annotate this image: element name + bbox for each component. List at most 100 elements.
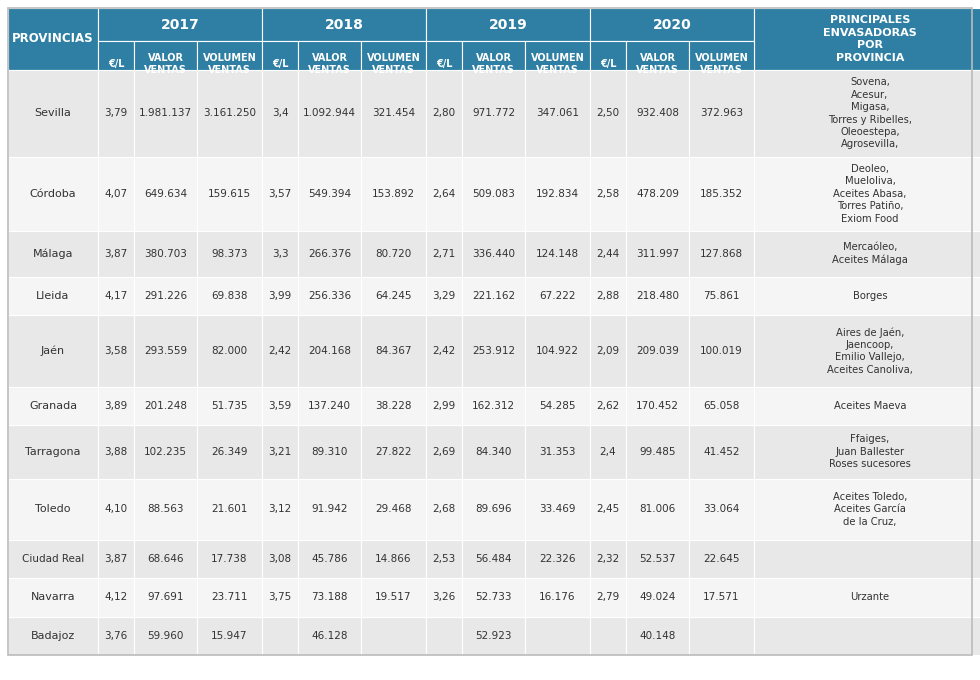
Bar: [134, 231, 197, 277]
Text: 97.691: 97.691: [147, 592, 184, 602]
Bar: [134, 540, 197, 578]
Bar: [626, 479, 689, 540]
Bar: [197, 387, 262, 425]
Bar: [590, 479, 626, 540]
Text: 52.733: 52.733: [475, 592, 512, 602]
Text: 98.373: 98.373: [212, 249, 248, 259]
Bar: [590, 425, 626, 479]
Text: 2,45: 2,45: [597, 505, 619, 514]
Bar: [361, 277, 426, 315]
Bar: [626, 425, 689, 479]
Bar: [8, 70, 98, 157]
Bar: [426, 578, 462, 617]
Text: 19.517: 19.517: [375, 592, 412, 602]
Text: 89.310: 89.310: [312, 447, 348, 457]
Text: 3,79: 3,79: [105, 108, 127, 118]
Text: 159.615: 159.615: [208, 189, 251, 199]
Bar: [426, 315, 462, 387]
Text: 23.711: 23.711: [212, 592, 248, 602]
Text: 88.563: 88.563: [147, 505, 184, 514]
Bar: [8, 387, 98, 425]
Text: PROVINCIAS: PROVINCIAS: [12, 33, 94, 46]
Text: 65.058: 65.058: [704, 401, 740, 411]
Bar: [361, 157, 426, 231]
Text: 201.248: 201.248: [144, 401, 187, 411]
Text: 41.452: 41.452: [704, 447, 740, 457]
Text: Tarragona: Tarragona: [25, 447, 80, 457]
Bar: [134, 157, 197, 231]
Text: 2,58: 2,58: [597, 189, 619, 199]
Bar: [689, 70, 754, 157]
Text: 2,88: 2,88: [597, 291, 619, 301]
Text: 137.240: 137.240: [308, 401, 351, 411]
Text: 3,87: 3,87: [105, 554, 127, 564]
Text: 40.148: 40.148: [639, 630, 675, 641]
Text: 3,4: 3,4: [271, 108, 288, 118]
Bar: [197, 70, 262, 157]
Text: Navarra: Navarra: [30, 592, 75, 602]
Text: 100.019: 100.019: [700, 346, 743, 356]
Bar: [262, 277, 298, 315]
Bar: [8, 479, 98, 540]
Text: Aceites Maeva: Aceites Maeva: [834, 401, 907, 411]
Text: 170.452: 170.452: [636, 401, 679, 411]
Text: 33.064: 33.064: [704, 505, 740, 514]
Text: 509.083: 509.083: [472, 189, 514, 199]
Text: 2,99: 2,99: [432, 401, 456, 411]
Text: 1.092.944: 1.092.944: [303, 108, 356, 118]
Text: Córdoba: Córdoba: [29, 189, 76, 199]
Bar: [262, 231, 298, 277]
Text: 162.312: 162.312: [472, 401, 515, 411]
Text: 16.176: 16.176: [539, 592, 576, 602]
Bar: [754, 231, 980, 277]
Bar: [98, 41, 134, 87]
Bar: [262, 70, 298, 157]
Bar: [98, 479, 134, 540]
Text: 4,17: 4,17: [105, 291, 127, 301]
Text: 21.601: 21.601: [212, 505, 248, 514]
Text: €/L: €/L: [271, 59, 288, 69]
Bar: [98, 540, 134, 578]
Bar: [689, 578, 754, 617]
Text: 321.454: 321.454: [372, 108, 416, 118]
Text: 45.786: 45.786: [312, 554, 348, 564]
Bar: [626, 387, 689, 425]
Bar: [197, 231, 262, 277]
Bar: [262, 479, 298, 540]
Text: €/L: €/L: [600, 59, 616, 69]
Text: 124.148: 124.148: [536, 249, 579, 259]
Text: VOLUMEN
VENTAS: VOLUMEN VENTAS: [695, 54, 749, 75]
Text: VALOR
VENTAS: VALOR VENTAS: [472, 54, 514, 75]
Text: 153.892: 153.892: [372, 189, 416, 199]
Bar: [754, 479, 980, 540]
Bar: [8, 231, 98, 277]
Bar: [525, 157, 590, 231]
Text: VOLUMEN
VENTAS: VOLUMEN VENTAS: [367, 54, 420, 75]
Bar: [426, 70, 462, 157]
Bar: [754, 277, 980, 315]
Text: 2,44: 2,44: [597, 249, 619, 259]
Bar: [462, 425, 525, 479]
Text: 2,62: 2,62: [597, 401, 619, 411]
Bar: [361, 231, 426, 277]
Bar: [197, 578, 262, 617]
Bar: [426, 425, 462, 479]
Bar: [8, 8, 98, 70]
Bar: [262, 617, 298, 655]
Text: 67.222: 67.222: [539, 291, 576, 301]
Text: VOLUMEN
VENTAS: VOLUMEN VENTAS: [203, 54, 257, 75]
Bar: [197, 425, 262, 479]
Bar: [361, 41, 426, 87]
Bar: [262, 425, 298, 479]
Bar: [298, 425, 361, 479]
Bar: [525, 578, 590, 617]
Bar: [525, 70, 590, 157]
Bar: [298, 617, 361, 655]
Bar: [134, 70, 197, 157]
Text: 649.634: 649.634: [144, 189, 187, 199]
Text: 102.235: 102.235: [144, 447, 187, 457]
Bar: [525, 617, 590, 655]
Bar: [754, 70, 980, 157]
Bar: [98, 425, 134, 479]
Bar: [8, 277, 98, 315]
